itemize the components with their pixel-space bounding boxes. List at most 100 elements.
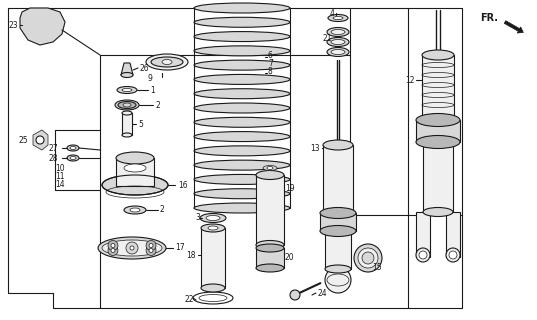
Ellipse shape (118, 101, 136, 108)
Ellipse shape (201, 224, 225, 232)
Ellipse shape (200, 213, 226, 222)
Ellipse shape (263, 165, 277, 171)
Text: 6: 6 (268, 51, 273, 60)
Circle shape (108, 241, 118, 251)
Circle shape (449, 251, 457, 259)
Ellipse shape (130, 208, 140, 212)
Ellipse shape (201, 284, 225, 292)
Ellipse shape (115, 100, 139, 110)
FancyArrow shape (504, 21, 524, 33)
Ellipse shape (117, 86, 137, 93)
Ellipse shape (162, 60, 172, 65)
Ellipse shape (422, 115, 454, 125)
Polygon shape (33, 130, 48, 150)
Text: 13: 13 (310, 143, 320, 153)
Ellipse shape (194, 75, 290, 84)
Circle shape (146, 245, 156, 255)
Bar (122, 113, 132, 135)
Ellipse shape (194, 203, 290, 213)
Text: 14: 14 (55, 180, 64, 188)
Bar (446, 212, 460, 257)
Ellipse shape (256, 264, 284, 272)
Ellipse shape (327, 47, 349, 57)
Ellipse shape (194, 17, 290, 27)
Ellipse shape (331, 29, 345, 35)
Circle shape (290, 290, 300, 300)
Circle shape (111, 244, 115, 247)
Ellipse shape (194, 117, 290, 127)
Circle shape (149, 249, 153, 252)
Ellipse shape (327, 37, 349, 46)
Text: 9: 9 (148, 74, 153, 83)
Ellipse shape (98, 237, 166, 259)
Ellipse shape (325, 265, 351, 273)
Text: 7: 7 (268, 59, 273, 68)
Ellipse shape (362, 252, 374, 264)
Ellipse shape (423, 207, 453, 217)
Circle shape (149, 244, 153, 247)
Ellipse shape (323, 140, 353, 150)
Ellipse shape (67, 145, 79, 151)
Ellipse shape (194, 60, 290, 70)
Text: 28: 28 (48, 154, 57, 163)
Polygon shape (121, 63, 133, 75)
Text: 22: 22 (185, 295, 194, 305)
Text: 21: 21 (323, 34, 332, 43)
Ellipse shape (208, 226, 218, 230)
Ellipse shape (320, 207, 356, 219)
Ellipse shape (194, 3, 290, 13)
Text: 23: 23 (8, 20, 18, 29)
Polygon shape (20, 8, 65, 45)
Text: 2: 2 (160, 205, 165, 214)
Text: 3: 3 (195, 213, 200, 222)
Ellipse shape (256, 244, 284, 252)
Ellipse shape (422, 50, 454, 60)
Ellipse shape (206, 215, 220, 220)
Bar (325, 231, 351, 269)
Ellipse shape (102, 240, 162, 256)
Circle shape (146, 241, 156, 251)
Text: 18: 18 (186, 251, 196, 260)
Bar (201, 228, 225, 288)
Ellipse shape (121, 73, 133, 77)
Ellipse shape (194, 89, 290, 99)
Ellipse shape (267, 166, 273, 170)
Text: 25: 25 (18, 135, 27, 145)
Ellipse shape (327, 28, 349, 36)
Ellipse shape (194, 189, 290, 199)
Bar (422, 55, 454, 120)
Ellipse shape (199, 294, 227, 301)
Ellipse shape (320, 226, 356, 236)
Ellipse shape (416, 114, 460, 126)
Ellipse shape (194, 160, 290, 170)
Ellipse shape (354, 244, 382, 272)
Ellipse shape (416, 248, 430, 262)
Text: 12: 12 (405, 76, 415, 84)
Ellipse shape (116, 152, 154, 164)
Ellipse shape (146, 54, 188, 70)
Ellipse shape (70, 147, 76, 149)
Bar (256, 248, 284, 268)
Ellipse shape (358, 248, 378, 268)
Ellipse shape (70, 156, 76, 159)
Ellipse shape (328, 14, 348, 21)
Bar (256, 175, 284, 245)
Circle shape (111, 249, 115, 252)
Ellipse shape (122, 111, 132, 115)
Ellipse shape (194, 32, 290, 42)
Ellipse shape (331, 39, 345, 44)
Ellipse shape (36, 136, 44, 144)
Text: 17: 17 (175, 244, 185, 252)
Ellipse shape (194, 146, 290, 156)
Ellipse shape (194, 103, 290, 113)
Ellipse shape (124, 206, 146, 214)
Text: 1: 1 (150, 85, 155, 94)
Bar (116, 158, 154, 186)
Bar (320, 213, 356, 231)
Circle shape (325, 267, 351, 293)
Bar (323, 145, 353, 213)
Ellipse shape (446, 248, 460, 262)
Text: 16: 16 (178, 180, 187, 189)
Text: 5: 5 (138, 119, 143, 129)
Text: 10: 10 (55, 164, 64, 172)
